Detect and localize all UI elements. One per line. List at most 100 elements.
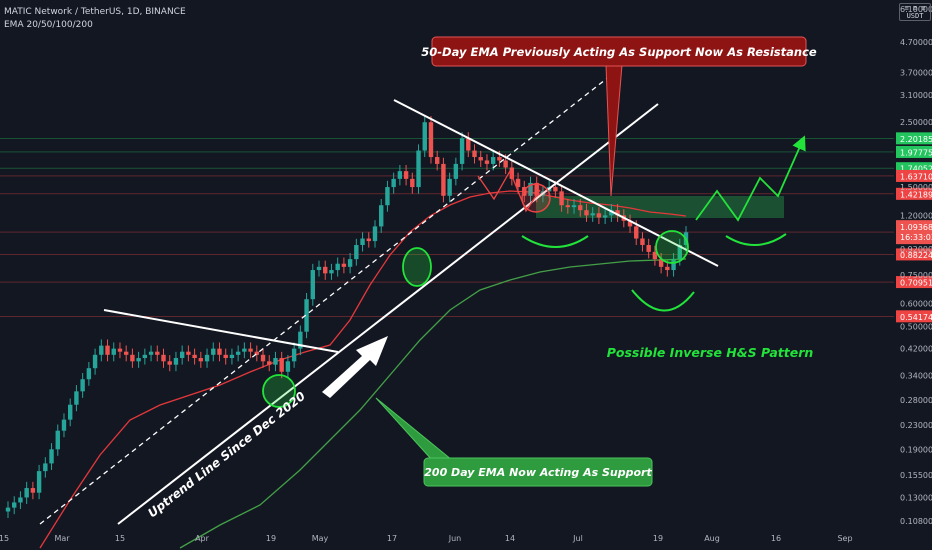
candle-body bbox=[155, 351, 160, 355]
candle-body bbox=[391, 178, 396, 188]
time-tick-label: 15 bbox=[0, 534, 9, 543]
candle-body bbox=[347, 259, 353, 267]
price-tick-label: 0.13000 bbox=[900, 493, 932, 502]
candle-body bbox=[515, 178, 521, 188]
horizontal-price-levels bbox=[0, 138, 894, 317]
candle-body bbox=[74, 391, 79, 405]
candle-body bbox=[447, 178, 452, 196]
triangle-top-line bbox=[103, 309, 339, 353]
resistance-callout-text: 50-Day EMA Previously Acting As Support … bbox=[421, 45, 817, 59]
candle-body bbox=[260, 354, 266, 362]
right-shoulder-arc bbox=[725, 233, 787, 246]
candle-body bbox=[416, 150, 421, 188]
time-tick-label: Jul bbox=[572, 534, 583, 543]
candle-body bbox=[223, 354, 228, 359]
price-tick-label: 0.19000 bbox=[900, 445, 932, 454]
candle-body bbox=[615, 210, 620, 216]
candle-body bbox=[677, 245, 682, 260]
price-level-label: 1.63710 bbox=[900, 172, 932, 181]
candle-body bbox=[267, 361, 272, 365]
price-tick-label: 3.10000 bbox=[900, 91, 932, 100]
support-callout: 200 Day EMA Now Acting As Support bbox=[423, 457, 653, 487]
price-level-tag bbox=[896, 169, 932, 182]
time-tick-label: May bbox=[312, 534, 329, 543]
time-tick-label: 19 bbox=[266, 534, 276, 543]
price-level-tag bbox=[896, 310, 932, 323]
candle-body bbox=[304, 299, 309, 332]
head-arc bbox=[631, 289, 695, 312]
candle-body bbox=[248, 348, 253, 352]
currency-badge[interactable]: ≡ ≡ ≡ USDT bbox=[899, 3, 931, 21]
candle-body bbox=[602, 215, 608, 218]
time-tick-label: 19 bbox=[653, 534, 663, 543]
descending-trendline bbox=[393, 99, 719, 267]
candle-body bbox=[335, 263, 340, 271]
time-tick-label: Apr bbox=[195, 534, 210, 543]
price-level-tag bbox=[896, 145, 932, 158]
candle-body bbox=[459, 138, 465, 164]
projected-path-arrow bbox=[695, 135, 806, 222]
candle-body bbox=[192, 354, 197, 359]
candle-body bbox=[397, 171, 403, 179]
time-tick-label: Mar bbox=[54, 534, 70, 543]
symbol-title[interactable]: MATIC Network / TetherUS, 1D, BINANCE bbox=[4, 7, 186, 17]
candle-body bbox=[497, 157, 502, 161]
candle-body bbox=[285, 361, 291, 372]
candle-body bbox=[640, 238, 645, 246]
support-touch-circle-1 bbox=[262, 374, 296, 408]
price-tick-label: 3.70000 bbox=[900, 68, 932, 77]
price-tick-label: 6.10000 bbox=[900, 5, 932, 14]
price-tick-label: 1.20000 bbox=[900, 211, 932, 220]
pattern-markers bbox=[262, 135, 806, 408]
time-tick-label: Aug bbox=[704, 534, 720, 543]
annotation-pointers bbox=[375, 64, 623, 461]
candle-body bbox=[111, 348, 116, 355]
price-axis-background bbox=[894, 0, 932, 550]
candle-body bbox=[403, 171, 409, 179]
candle-body bbox=[55, 430, 60, 450]
candle-body bbox=[142, 354, 148, 359]
candle-body bbox=[509, 167, 515, 179]
candle-body bbox=[565, 205, 571, 208]
pattern-label: Possible Inverse H&S Pattern bbox=[607, 345, 814, 360]
candle-body bbox=[279, 358, 284, 372]
current-price-tag bbox=[896, 220, 932, 245]
candle-body bbox=[634, 226, 639, 239]
candle-body bbox=[161, 354, 166, 362]
price-level-label: 1.74052 bbox=[900, 165, 932, 174]
candle-body bbox=[671, 259, 676, 271]
uptrend-label: Uptrend Line Since Dec 2020 bbox=[145, 389, 308, 520]
time-axis[interactable]: 15 Mar 15 Apr 19 May 17 Jun 14 Jul 19 Aug 16 Sep bbox=[0, 534, 853, 543]
price-tick-label: 0.23000 bbox=[900, 421, 932, 430]
support-callout-text: 200 Day EMA Now Acting As Support bbox=[424, 466, 652, 479]
ema-200-line bbox=[179, 258, 687, 549]
price-level-label: 1.97775 bbox=[900, 148, 932, 157]
price-tick-label: 1.50000 bbox=[900, 183, 932, 192]
candle-body bbox=[590, 213, 595, 216]
resistance-callout-pointer bbox=[605, 64, 623, 197]
candle-body bbox=[235, 351, 241, 355]
candle-body bbox=[80, 379, 85, 392]
candle-body bbox=[61, 419, 67, 431]
candle-body bbox=[571, 205, 577, 208]
price-axis[interactable]: 2.201851.977751.740521.637101.421891.052… bbox=[896, 5, 932, 526]
candle-body bbox=[379, 205, 384, 227]
candle-body bbox=[646, 245, 651, 252]
left-shoulder-arc bbox=[521, 235, 589, 248]
indicator-legend[interactable]: EMA 20/50/100/200 bbox=[4, 20, 93, 30]
price-level-tag bbox=[896, 187, 932, 200]
candle-body bbox=[329, 270, 334, 274]
candle-body bbox=[578, 205, 583, 211]
resistance-touch-circle bbox=[521, 183, 551, 213]
candle-body bbox=[472, 150, 477, 158]
candle-body bbox=[316, 266, 322, 271]
candle-body bbox=[36, 471, 42, 493]
price-level-label: 0.88224 bbox=[900, 251, 932, 260]
price-tick-label: 0.42000 bbox=[900, 345, 932, 354]
candle-body bbox=[254, 351, 260, 355]
candle-body bbox=[490, 157, 496, 164]
candle-body bbox=[229, 354, 235, 359]
time-tick-label: 14 bbox=[505, 534, 515, 543]
candle-body bbox=[584, 210, 589, 216]
